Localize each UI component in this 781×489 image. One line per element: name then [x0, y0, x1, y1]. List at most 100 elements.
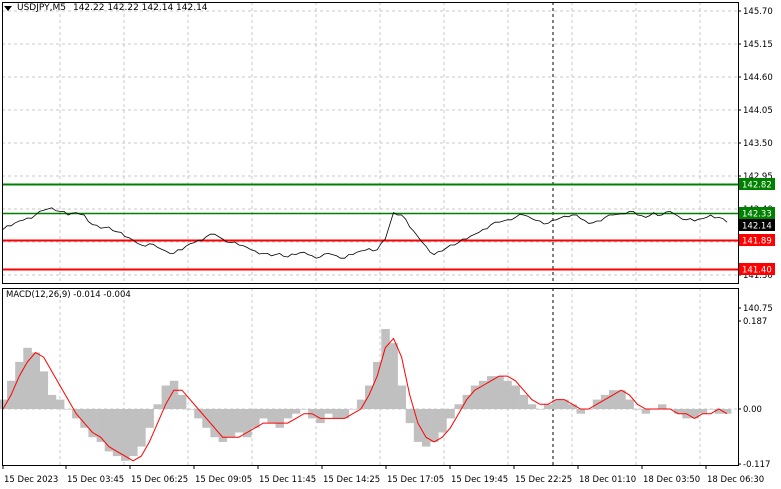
macd-histogram-bar [161, 385, 171, 409]
level-label: 142.82 [742, 181, 772, 191]
time-tick-label: 15 Dec 22:25 [515, 475, 572, 485]
macd-histogram-bar [617, 390, 626, 409]
time-tick-label: 15 Dec 19:45 [451, 475, 508, 485]
price-tick-label: 140.75 [743, 304, 773, 314]
macd-histogram-bar [96, 409, 106, 442]
time-tick-label: 15 Dec 2023 [4, 475, 58, 485]
time-tick-label: 18 Dec 01:10 [579, 475, 636, 485]
level-label: 141.40 [742, 266, 772, 276]
macd-histogram-bar [80, 409, 89, 428]
macd-histogram-bar [600, 394, 610, 409]
macd-histogram-bar [55, 399, 65, 409]
macd-histogram-bar [552, 399, 561, 409]
macd-title: MACD(12,26,9) -0.014 -0.004 [6, 290, 131, 300]
level-label-bg [739, 234, 775, 246]
macd-histogram-bar [340, 409, 350, 419]
macd-histogram-bar [226, 409, 236, 438]
macd-histogram-bar [446, 409, 455, 419]
level-label: 141.89 [742, 237, 772, 247]
macd-histogram-bar [568, 404, 577, 409]
level-label-bg [739, 263, 775, 275]
macd-histogram-bar [243, 409, 252, 438]
macd-histogram-bar [316, 409, 325, 424]
macd-histogram-bar [218, 409, 228, 442]
macd-histogram-bar [332, 409, 341, 419]
macd-histogram-bar [104, 409, 114, 452]
macd-histogram-bar [714, 409, 724, 414]
ohlc-values: 142.22 142.22 142.14 142.14 [72, 3, 208, 13]
level-label-bg [739, 178, 775, 190]
time-tick-label: 18 Dec 06:30 [707, 475, 764, 485]
macd-histogram-bar [88, 409, 97, 438]
macd-histogram-bar [324, 409, 333, 414]
macd-histogram-bar [64, 409, 73, 410]
macd-histogram-bar [527, 404, 537, 409]
macd-histogram-bar [478, 380, 488, 409]
symbol-label: USDJPY,M5 [17, 3, 66, 13]
macd-histogram-bar [31, 352, 40, 409]
macd-histogram-bar [698, 409, 707, 414]
time-axis: 15 Dec 2023 15 Dec 03:45 15 Dec 06:25 15 De… [2, 465, 764, 485]
macd-histogram-bar [15, 361, 24, 409]
chevron-down-icon[interactable] [4, 5, 12, 11]
price-tick-label: 143.50 [743, 139, 773, 149]
price-line [2, 207, 728, 259]
macd-histogram-bar [511, 385, 520, 409]
time-tick-label: 15 Dec 14:25 [323, 475, 380, 485]
macd-histogram-bar [576, 409, 585, 414]
macd-histogram-bar [145, 409, 154, 428]
macd-histogram-bar [495, 376, 504, 409]
macd-histogram-bar [389, 343, 398, 409]
macd-histogram-bar [413, 409, 423, 442]
macd-histogram-bar [381, 329, 390, 409]
macd-histogram-bar [487, 376, 496, 409]
current-price-label: 142.14 [742, 222, 772, 232]
macd-histogram-bar [267, 409, 276, 424]
macd-histogram-bar [129, 409, 138, 457]
macd-histogram-bar [153, 404, 162, 409]
macd-histogram-bar [177, 394, 187, 409]
time-tick-label: 15 Dec 03:45 [67, 475, 124, 485]
macd-histogram-bar [356, 399, 366, 409]
price-line-series [2, 207, 728, 259]
macd-histogram-bar [0, 399, 8, 409]
macd-histogram-bar [373, 361, 382, 409]
price-tick-label: 142.95 [743, 172, 773, 182]
price-tick-label: 145.15 [743, 40, 773, 50]
macd-histogram-bar [625, 399, 634, 409]
macd-histogram-bar [112, 409, 122, 457]
macd-tick-label: -0.117 [743, 460, 770, 470]
macd-histogram-bar [259, 409, 268, 419]
macd-histogram-bar [283, 409, 293, 419]
macd-histogram-bar [39, 371, 49, 409]
macd-histogram-bar [462, 394, 472, 409]
macd-histogram-bar [234, 409, 244, 433]
support-resistance-levels [2, 183, 738, 271]
level-label: 142.33 [742, 210, 772, 220]
price-tick-label: 144.05 [743, 106, 773, 116]
macd-histogram-bar [348, 409, 358, 410]
macd-histogram-bar [609, 390, 618, 409]
macd-histogram-bar [365, 385, 374, 409]
macd-histogram-bar [535, 409, 545, 410]
macd-signal-line [2, 337, 728, 462]
price-axis: 145.70145.15144.60144.05143.50142.95142.… [738, 7, 775, 470]
macd-histogram-bar [438, 409, 447, 433]
macd-tick-label: 0.187 [743, 317, 767, 327]
macd-panel-frame [2, 288, 739, 466]
macd-histogram-bar [470, 385, 480, 409]
macd-histogram-bar [641, 409, 651, 414]
price-tick-label: 144.60 [743, 73, 773, 83]
macd-histogram-bar [544, 404, 553, 409]
macd-histogram-bar [275, 409, 284, 428]
macd-histogram-bar [674, 409, 683, 414]
macd-histogram-bar [291, 409, 301, 414]
macd-histogram-bar [210, 409, 219, 438]
macd-histogram-bar [23, 347, 32, 409]
macd-tick-label: 0.00 [743, 405, 762, 415]
macd-histogram-bar [454, 404, 463, 409]
macd-histogram-bar [430, 409, 439, 442]
macd-histogram-bar [251, 409, 260, 428]
macd-histogram-bar [633, 409, 642, 410]
